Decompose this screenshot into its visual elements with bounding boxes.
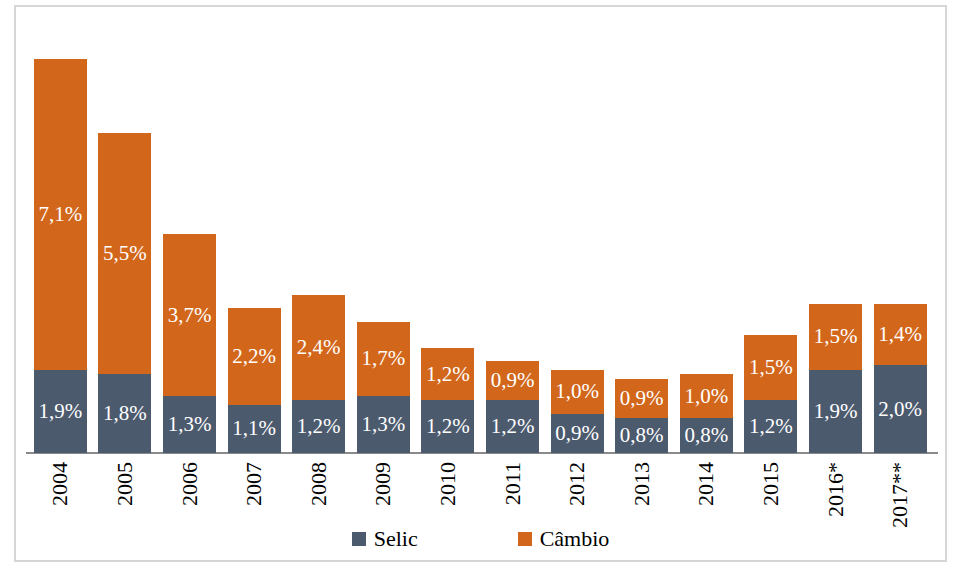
bar-segment-selic: 1,8% (98, 374, 151, 453)
plot-area: Selic Câmbio 1,9% 7,1% 2004 1,8% 5,5% 2005 1,3… (16, 7, 945, 560)
bar-value-label: 0,9% (620, 388, 664, 409)
bar-value-label: 2,0% (878, 399, 922, 420)
bar-value-label: 0,8% (620, 425, 664, 446)
x-axis-label: 2011 (500, 462, 524, 505)
legend-label-selic: Selic (374, 528, 418, 550)
bar-2006: 1,3% 3,7% (163, 234, 216, 453)
bar-segment-cambio: 0,9% (486, 361, 539, 400)
bar-value-label: 1,5% (749, 357, 793, 378)
bar-value-label: 1,0% (555, 381, 599, 402)
bar-segment-cambio: 1,7% (357, 322, 410, 397)
bar-2012: 0,9% 1,0% (551, 370, 604, 453)
bar-value-label: 1,2% (297, 416, 341, 437)
bar-segment-cambio: 5,5% (98, 133, 151, 374)
bar-value-label: 0,9% (555, 423, 599, 444)
legend: Selic Câmbio (16, 528, 945, 550)
bar-segment-cambio: 1,0% (551, 370, 604, 414)
bar-2009: 1,3% 1,7% (357, 322, 410, 453)
bar-2013: 0,8% 0,9% (615, 379, 668, 453)
x-axis-label: 2016* (823, 462, 847, 517)
x-axis-label: 2005 (113, 462, 137, 506)
bar-segment-selic: 0,9% (551, 414, 604, 453)
bar-2017: 2,0% 1,4% (874, 304, 927, 453)
x-axis-label: 2017** (888, 462, 912, 528)
bar-value-label: 1,4% (878, 324, 922, 345)
bar-segment-cambio: 2,2% (228, 308, 281, 404)
bar-segment-selic: 1,2% (421, 400, 474, 453)
bar-value-label: 2,2% (232, 346, 276, 367)
legend-item-cambio: Câmbio (518, 528, 610, 550)
bar-segment-selic: 1,2% (486, 400, 539, 453)
legend-label-cambio: Câmbio (540, 528, 610, 550)
bar-segment-cambio: 1,2% (421, 348, 474, 401)
bar-2008: 1,2% 2,4% (292, 295, 345, 453)
bar-2010: 1,2% 1,2% (421, 348, 474, 453)
bar-value-label: 1,2% (426, 416, 470, 437)
bar-segment-cambio: 0,9% (615, 379, 668, 418)
bar-value-label: 0,9% (491, 370, 535, 391)
bar-segment-cambio: 7,1% (34, 59, 87, 370)
chart-border: Selic Câmbio 1,9% 7,1% 2004 1,8% 5,5% 2005 1,3… (14, 5, 947, 562)
x-axis-label: 2014 (694, 462, 718, 506)
bar-segment-cambio: 1,4% (874, 304, 927, 365)
bar-2016: 1,9% 1,5% (809, 304, 862, 453)
bar-value-label: 1,2% (426, 364, 470, 385)
bar-2005: 1,8% 5,5% (98, 133, 151, 453)
bar-segment-selic: 1,2% (744, 400, 797, 453)
bar-segment-selic: 1,1% (228, 405, 281, 453)
bar-value-label: 1,0% (684, 386, 728, 407)
bar-segment-selic: 0,8% (680, 418, 733, 453)
bar-2004: 1,9% 7,1% (34, 59, 87, 453)
x-axis-label: 2004 (48, 462, 72, 506)
bar-value-label: 1,9% (814, 401, 858, 422)
legend-swatch-cambio (518, 532, 532, 546)
bar-segment-selic: 1,3% (163, 396, 216, 453)
bar-value-label: 1,9% (38, 401, 82, 422)
x-axis-label: 2013 (630, 462, 654, 506)
bar-segment-cambio: 2,4% (292, 295, 345, 400)
x-axis-label: 2010 (436, 462, 460, 506)
bar-value-label: 1,2% (491, 416, 535, 437)
bar-value-label: 1,3% (168, 414, 212, 435)
bar-value-label: 0,8% (684, 425, 728, 446)
bar-value-label: 1,1% (232, 418, 276, 439)
bar-segment-selic: 1,9% (34, 370, 87, 453)
bar-2014: 0,8% 1,0% (680, 374, 733, 453)
x-axis-label: 2008 (307, 462, 331, 506)
bar-value-label: 5,5% (103, 243, 147, 264)
bar-value-label: 1,8% (103, 403, 147, 424)
bar-value-label: 1,3% (361, 414, 405, 435)
x-axis-label: 2015 (759, 462, 783, 506)
bar-segment-cambio: 1,0% (680, 374, 733, 418)
bar-segment-cambio: 1,5% (809, 304, 862, 370)
bar-segment-selic: 0,8% (615, 418, 668, 453)
bar-2007: 1,1% 2,2% (228, 308, 281, 453)
bar-2011: 1,2% 0,9% (486, 361, 539, 453)
legend-swatch-selic (352, 532, 366, 546)
bar-segment-selic: 1,2% (292, 400, 345, 453)
legend-item-selic: Selic (352, 528, 418, 550)
bar-segment-selic: 2,0% (874, 365, 927, 453)
bar-2015: 1,2% 1,5% (744, 335, 797, 453)
x-axis-label: 2007 (242, 462, 266, 506)
x-axis-label: 2009 (371, 462, 395, 506)
bar-segment-selic: 1,9% (809, 370, 862, 453)
x-axis-label: 2006 (177, 462, 201, 506)
bar-segment-selic: 1,3% (357, 396, 410, 453)
bar-segment-cambio: 1,5% (744, 335, 797, 401)
bar-value-label: 1,2% (749, 416, 793, 437)
bar-value-label: 7,1% (38, 204, 82, 225)
bar-value-label: 1,5% (814, 326, 858, 347)
x-axis-label: 2012 (565, 462, 589, 506)
chart-canvas: Selic Câmbio 1,9% 7,1% 2004 1,8% 5,5% 2005 1,3… (0, 0, 975, 578)
bar-value-label: 1,7% (361, 348, 405, 369)
bar-value-label: 3,7% (168, 305, 212, 326)
bar-value-label: 2,4% (297, 337, 341, 358)
bar-segment-cambio: 3,7% (163, 234, 216, 396)
